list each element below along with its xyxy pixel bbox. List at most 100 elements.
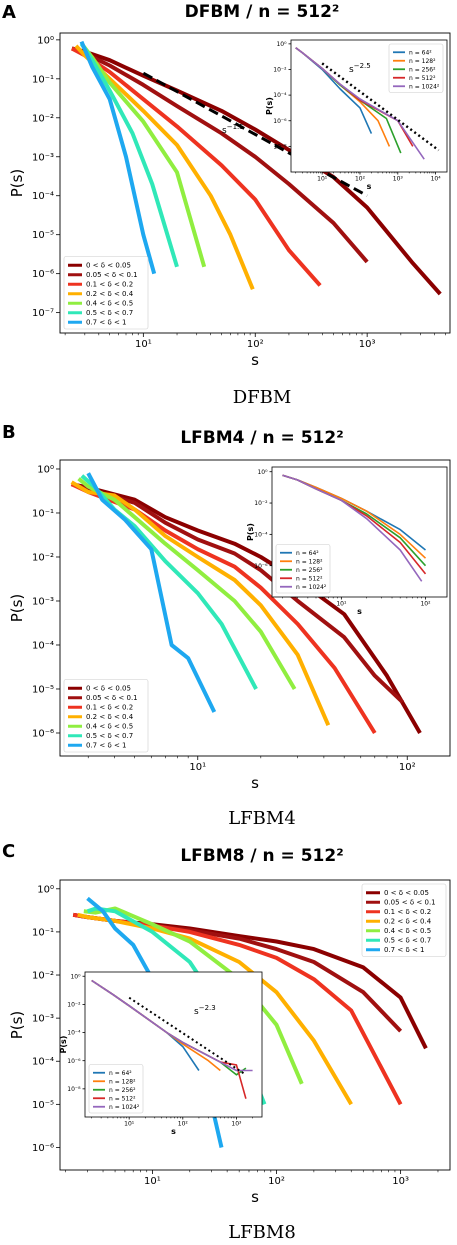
- lfbm4-inset-legend-label: n = 128²: [296, 558, 323, 565]
- lfbm8-legend-label: 0.4 < δ < 0.5: [384, 927, 431, 935]
- lfbm4-ytick-label: 10⁻⁵: [32, 684, 54, 695]
- lfbm8-ytick-label: 10⁻²: [32, 971, 54, 982]
- dfbm-legend-label: 0.05 < δ < 0.1: [86, 271, 138, 279]
- lfbm4-inset-legend-label: n = 256²: [296, 567, 323, 574]
- dfbm-xtick-label: 10¹: [135, 339, 152, 350]
- panel-a-title: DFBM / n = 512²: [185, 2, 340, 22]
- dfbm-ytick-label: 10⁰: [37, 35, 54, 46]
- lfbm4-legend-label: 0.2 < δ < 0.4: [86, 713, 134, 721]
- dfbm-series-line: [79, 42, 179, 268]
- lfbm8-legend-label: 0.7 < δ < 1: [384, 946, 425, 954]
- lfbm8-series-line: [83, 906, 304, 1085]
- dfbm-inset-ytick-label: 10⁻⁸: [273, 143, 287, 150]
- lfbm8-inset-legend-label: n = 512²: [109, 1095, 136, 1102]
- dfbm-series-line: [79, 40, 157, 275]
- dfbm-ytick-label: 10⁻³: [32, 152, 54, 163]
- dfbm-ytick-label: 10⁻⁶: [32, 269, 54, 280]
- panel-b-caption: LFBM4: [228, 808, 296, 829]
- dfbm-inset-ytick-label: 10⁻⁴: [273, 92, 287, 99]
- panel-c-letter: C: [2, 841, 15, 862]
- lfbm8-inset-legend-label: n = 128²: [109, 1078, 136, 1085]
- lfbm4-series-line: [71, 482, 422, 735]
- dfbm-inset-ytick-label: 10⁰: [276, 41, 287, 48]
- dfbm-ytick-label: 10⁻⁴: [32, 191, 54, 202]
- lfbm4-inset-ytick-label: 10⁻²: [254, 500, 268, 507]
- lfbm8-ytick-label: 10⁻⁵: [32, 1100, 54, 1111]
- dfbm-reference-line: [142, 71, 368, 198]
- lfbm4-series-line: [86, 472, 217, 713]
- lfbm8-inset-legend-label: n = 1024²: [109, 1104, 140, 1111]
- lfbm8-inset-ylabel: P(s): [59, 1036, 68, 1054]
- dfbm-legend-label: 0.7 < δ < 1: [86, 319, 127, 327]
- dfbm-legend-label: 0.1 < δ < 0.2: [86, 281, 133, 289]
- panel-a-letter: A: [2, 2, 16, 23]
- lfbm8-inset-reference-label: s−2.3: [194, 1004, 216, 1017]
- dfbm-inset-ylabel: P(s): [265, 97, 274, 115]
- lfbm4-legend-label: 0.05 < δ < 0.1: [86, 694, 138, 702]
- lfbm8-inset-ytick-label: 10⁰: [70, 973, 81, 980]
- lfbm8-ytick-label: 10⁻⁶: [32, 1143, 54, 1154]
- dfbm-series-line: [71, 46, 369, 264]
- dfbm-inset-reference-line: [321, 62, 440, 152]
- lfbm8-legend-label: 0 < δ < 0.05: [384, 889, 429, 897]
- dfbm-inset-series: s−2.5: [295, 47, 440, 160]
- lfbm8-inset-reference-line: [128, 996, 247, 1076]
- lfbm4-inset-xlabel: s: [357, 607, 362, 616]
- lfbm4-ytick-label: 10⁰: [37, 464, 54, 475]
- panel-b-letter: B: [2, 422, 16, 443]
- lfbm8-inset-legend-label: n = 64²: [109, 1070, 132, 1077]
- lfbm8-ytick-label: 10⁰: [37, 884, 54, 895]
- dfbm-inset-legend-box: [388, 43, 444, 93]
- lfbm8-legend-label: 0.05 < δ < 0.1: [384, 899, 436, 907]
- lfbm4-ytick-label: 10⁻³: [32, 596, 54, 607]
- lfbm8-xtick-label: 10²: [268, 1176, 285, 1187]
- lfbm8-ytick-label: 10⁻¹: [32, 927, 54, 938]
- chart-lfbm8: 10¹ 10² 10³ 10⁰ 10⁻¹ 10⁻² 10⁻³ 10⁻⁴ 10⁻⁵ 10⁻⁶ s P(s…: [8, 879, 451, 1206]
- lfbm8-inset-xtick-label: 10²: [178, 1121, 189, 1128]
- lfbm4-legend-label: 0 < δ < 0.05: [86, 685, 131, 693]
- dfbm-ylabel: P(s): [8, 169, 26, 198]
- lfbm4-xtick-label: 10¹: [189, 762, 206, 773]
- dfbm-inset-legend-label: n = 1024²: [409, 83, 440, 90]
- dfbm-inset-ytick-label: 10⁻⁶: [273, 118, 287, 125]
- dfbm-ytick-label: 10⁻⁷: [32, 308, 54, 319]
- dfbm-inset-legend-label: n = 128²: [409, 58, 436, 65]
- lfbm4-inset-series-line: [282, 474, 423, 582]
- lfbm4-legend-label: 0.1 < δ < 0.2: [86, 704, 133, 712]
- dfbm-legend-box: [63, 256, 149, 330]
- lfbm4-legend-box: [63, 679, 149, 753]
- dfbm-legend: 0 < δ < 0.050.05 < δ < 0.10.1 < δ < 0.20…: [63, 256, 149, 330]
- lfbm8-ytick-label: 10⁻³: [32, 1014, 54, 1025]
- lfbm8-legend-label: 0.1 < δ < 0.2: [384, 908, 431, 916]
- chart-lfbm4: 10¹ 10² 10⁰ 10⁻¹ 10⁻² 10⁻³ 10⁻⁴ 10⁻⁵ 10⁻⁶ s P(s) 0 …: [8, 459, 451, 792]
- lfbm4-ytick-label: 10⁻¹: [32, 508, 54, 519]
- lfbm4-inset-legend-box: [275, 544, 331, 594]
- lfbm8-inset-xtick-label: 10¹: [124, 1121, 135, 1128]
- dfbm-inset-legend-label: n = 64²: [409, 49, 432, 56]
- dfbm-ytick-label: 10⁻⁵: [32, 230, 54, 241]
- panel-b-title: LFBM4 / n = 512²: [180, 428, 343, 448]
- lfbm8-inset-xtick-label: 10³: [231, 1121, 242, 1128]
- lfbm4-inset-legend-label: n = 64²: [296, 550, 319, 557]
- lfbm4-xtick-label: 10²: [399, 762, 416, 773]
- lfbm4-legend-label: 0.4 < δ < 0.5: [86, 723, 133, 731]
- lfbm4-inset-ylabel: P(s): [246, 523, 255, 541]
- lfbm4-inset-legend-label: n = 1024²: [296, 584, 327, 591]
- dfbm-inset-legend-label: n = 256²: [409, 66, 436, 73]
- lfbm4-legend-label: 0.5 < δ < 0.7: [86, 732, 133, 740]
- lfbm4-ylabel: P(s): [8, 594, 26, 623]
- dfbm-inset-series-line: [295, 47, 425, 160]
- panel-a-caption: DFBM: [233, 387, 292, 408]
- dfbm-inset-reference-label: s−2.5: [349, 62, 371, 75]
- lfbm8-inset-ytick-label: 10⁻⁶: [67, 1058, 81, 1065]
- dfbm-xtick-label: 10³: [359, 339, 376, 350]
- lfbm8-inset-ytick-label: 10⁻⁸: [67, 1086, 81, 1093]
- lfbm8-xlabel: s: [251, 1188, 259, 1206]
- panel-c-caption: LFBM8: [228, 1222, 296, 1243]
- dfbm-xtick-label: 10²: [247, 339, 264, 350]
- lfbm8-xtick-label: 10¹: [144, 1176, 161, 1187]
